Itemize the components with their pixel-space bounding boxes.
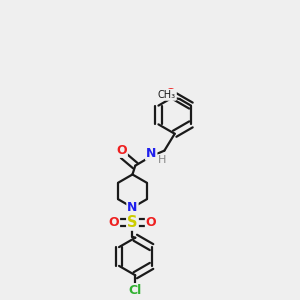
Text: N: N xyxy=(127,201,138,214)
Text: N: N xyxy=(146,147,156,160)
Text: H: H xyxy=(158,155,166,165)
Text: O: O xyxy=(116,144,127,157)
Text: Cl: Cl xyxy=(129,284,142,297)
Text: O: O xyxy=(109,216,119,229)
Text: O: O xyxy=(166,87,176,100)
Text: CH₃: CH₃ xyxy=(157,90,176,100)
Text: O: O xyxy=(146,216,157,229)
Text: S: S xyxy=(127,214,138,230)
